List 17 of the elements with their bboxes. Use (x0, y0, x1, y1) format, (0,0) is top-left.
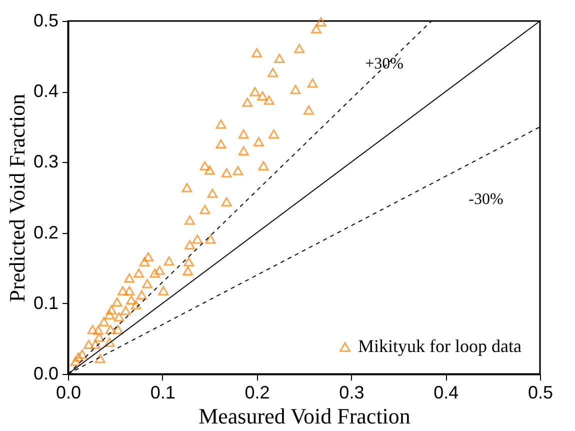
y-tick-label: 0.4 (33, 81, 58, 102)
y-tick-label: 0.2 (33, 222, 58, 242)
y-tick-label: 0.0 (33, 364, 58, 384)
x-tick-label: 0.0 (56, 382, 82, 402)
x-tick-label: 0.5 (528, 382, 554, 402)
x-tick-label: 0.3 (339, 382, 364, 402)
y-tick-label: 0.5 (33, 10, 58, 30)
y-tick-label: 0.1 (33, 292, 58, 313)
y-tick-label: 0.3 (33, 152, 58, 172)
y-axis-title: Predicted Void Fraction (4, 94, 30, 302)
legend-label: Mikityuk for loop data (358, 336, 522, 356)
annotation: -30% (468, 191, 504, 208)
x-tick-label: 0.2 (244, 382, 270, 402)
x-tick-label: 0.1 (150, 382, 176, 402)
x-tick-label: 0.4 (434, 382, 459, 402)
x-axis-title: Measured Void Fraction (198, 404, 410, 428)
annotation: +30% (365, 55, 404, 72)
